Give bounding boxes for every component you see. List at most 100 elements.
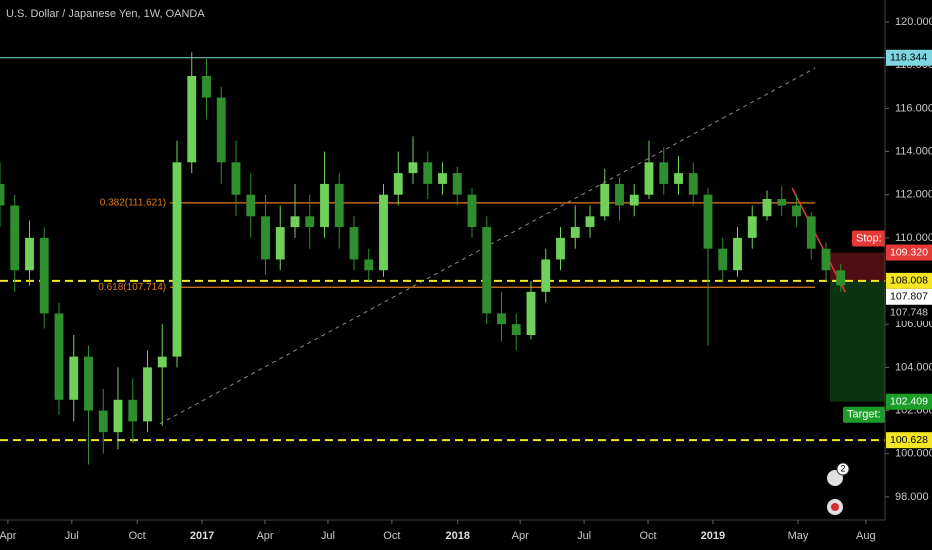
candle-body [275, 227, 285, 260]
x-tick-label: Oct [129, 530, 146, 542]
price-tag-bg [886, 288, 932, 305]
candle-body [25, 237, 34, 271]
price-tag: 107.748 [890, 307, 928, 319]
candle-body [157, 356, 167, 368]
price-tag: 108.008 [890, 275, 928, 287]
target-label: Target: 5 [847, 409, 890, 421]
candle-body [187, 75, 197, 163]
plot: 0.382(111.621) 0.618(107.714) Stop: 1 Targe… [0, 52, 893, 465]
candle-body [379, 194, 388, 271]
x-tick-label: Oct [639, 530, 656, 542]
candle-body [452, 173, 462, 195]
candle-body [674, 173, 683, 184]
candle-body [482, 227, 492, 314]
candle-body [541, 259, 551, 292]
price-tag-bg [886, 244, 932, 261]
badge [836, 462, 850, 476]
price-tag-bg [886, 393, 932, 410]
price-tag-bg [886, 304, 932, 321]
candle-body [408, 162, 418, 174]
candle-body [305, 216, 315, 228]
x-tick-label: Apr [512, 530, 529, 542]
price-tag: 118.344 [890, 52, 927, 64]
candle-body [172, 162, 182, 357]
x-tick-label: 2019 [701, 530, 725, 542]
target-zone [829, 280, 885, 402]
candle-body [806, 216, 816, 249]
stop-label: Stop: 1 [856, 232, 891, 244]
x-tick-label: Aug [856, 530, 876, 542]
candle-body [570, 227, 580, 238]
price-tag-bg [886, 272, 932, 289]
x-tick-label: Jul [65, 530, 79, 542]
candle-body [526, 291, 536, 336]
badge-count: 2 [840, 463, 845, 473]
axes: 98.000100.000102.000104.000106.000108.00… [0, 16, 932, 542]
candle-body [792, 205, 801, 217]
candle-body [511, 324, 521, 336]
candle-body [821, 248, 831, 271]
y-tick-label: 100.000 [895, 448, 932, 460]
chart-title: U.S. Dollar / Japanese Yen, 1W, OANDA [6, 8, 205, 20]
y-tick-label: 106.000 [895, 318, 932, 330]
candle-body [438, 173, 447, 184]
candle-body [0, 183, 5, 206]
candle-body [733, 237, 742, 271]
candle-body [10, 205, 20, 271]
candle-body [585, 216, 595, 228]
candle-body [216, 97, 226, 163]
candle-body [98, 410, 108, 433]
candle-body [629, 194, 639, 206]
candle-body [600, 183, 610, 217]
candle-body [320, 183, 329, 228]
icons: 2 [827, 462, 850, 515]
target-label-bg [843, 406, 893, 423]
candle-body [718, 248, 728, 271]
candle-body [556, 237, 565, 260]
candle-body [202, 75, 211, 98]
candle-body [836, 270, 846, 286]
x-tick-label: May [788, 530, 809, 542]
x-tick-label: Jul [577, 530, 591, 542]
candle-body [54, 313, 64, 400]
candle-body [364, 259, 374, 271]
candle-body [615, 183, 624, 206]
candle-body [290, 216, 300, 228]
price-tag: 100.628 [890, 434, 928, 446]
y-tick-label: 120.000 [895, 16, 932, 28]
icon-dot [831, 503, 839, 511]
y-tick-label: 112.000 [895, 189, 932, 201]
stop-label-bg [852, 230, 892, 247]
y-tick-label: 98.000 [895, 491, 929, 503]
y-tick-label: 104.000 [895, 361, 932, 373]
fib-label: 0.382(111.621) [100, 198, 166, 209]
candle-body [762, 199, 772, 217]
candle-body [393, 173, 403, 195]
candle-body [39, 237, 49, 314]
price-tag: 109.320 [890, 246, 928, 258]
candle-body [231, 162, 241, 195]
candle-body [644, 162, 654, 195]
x-tick-label: Apr [0, 530, 17, 542]
candle-body [246, 194, 256, 217]
candle-body [261, 216, 270, 260]
candle-body [467, 194, 477, 228]
x-tick-label: Oct [383, 530, 400, 542]
price-tag: 107.807 [890, 291, 928, 303]
candle-body [703, 194, 713, 249]
candle-body [84, 356, 93, 411]
candle-body [423, 162, 433, 184]
fib-label: 0.618(107.714) [98, 282, 166, 293]
y-tick-label: 116.000 [895, 102, 932, 114]
x-tick-label: 2017 [190, 530, 214, 542]
x-tick-label: 2018 [445, 530, 469, 542]
price-tag: 102.409 [890, 396, 928, 408]
price-tag-bg [886, 432, 932, 449]
y-tick-label: 114.000 [895, 145, 932, 157]
candle-body [334, 183, 344, 228]
candle-body [113, 399, 123, 433]
candle-body [747, 216, 757, 238]
candle-body [688, 173, 698, 195]
